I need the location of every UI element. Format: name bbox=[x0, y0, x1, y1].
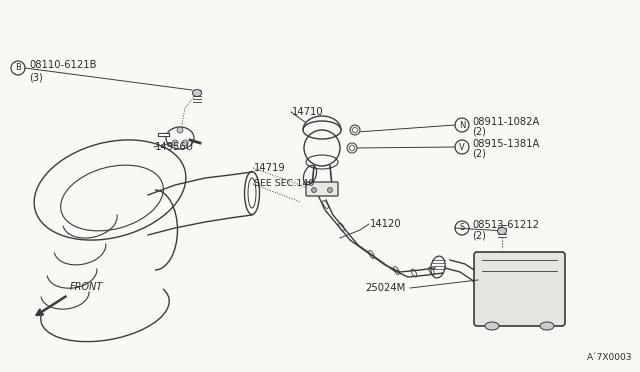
Text: (2): (2) bbox=[472, 127, 486, 137]
Ellipse shape bbox=[497, 228, 506, 234]
Ellipse shape bbox=[540, 322, 554, 330]
Text: (2): (2) bbox=[472, 230, 486, 240]
FancyBboxPatch shape bbox=[474, 252, 565, 326]
Text: S: S bbox=[460, 224, 465, 232]
Text: A´7X0003: A´7X0003 bbox=[586, 353, 632, 362]
Ellipse shape bbox=[193, 90, 202, 96]
Circle shape bbox=[350, 125, 360, 135]
Text: 08915-1381A: 08915-1381A bbox=[472, 139, 540, 149]
Text: 14120: 14120 bbox=[370, 219, 402, 229]
Circle shape bbox=[328, 187, 333, 192]
Text: 14719: 14719 bbox=[254, 163, 285, 173]
Text: 14956U: 14956U bbox=[155, 142, 194, 152]
Text: 08513-61212: 08513-61212 bbox=[472, 220, 539, 230]
Text: FRONT: FRONT bbox=[70, 282, 103, 292]
Text: 25024M: 25024M bbox=[365, 283, 405, 293]
Circle shape bbox=[177, 127, 183, 133]
Text: V: V bbox=[459, 142, 465, 151]
Circle shape bbox=[353, 128, 358, 132]
FancyBboxPatch shape bbox=[306, 182, 338, 196]
Circle shape bbox=[172, 140, 178, 146]
Circle shape bbox=[349, 145, 355, 151]
Text: (2): (2) bbox=[472, 149, 486, 159]
Text: 14710: 14710 bbox=[292, 107, 324, 117]
Circle shape bbox=[312, 187, 317, 192]
Text: SEE SEC.140: SEE SEC.140 bbox=[254, 180, 314, 189]
Text: 08110-6121B: 08110-6121B bbox=[29, 60, 97, 70]
Circle shape bbox=[347, 143, 357, 153]
Ellipse shape bbox=[485, 322, 499, 330]
Text: (3): (3) bbox=[29, 72, 43, 82]
Circle shape bbox=[182, 140, 188, 146]
Text: B: B bbox=[15, 64, 21, 73]
Text: N: N bbox=[459, 121, 465, 129]
Text: 08911-1082A: 08911-1082A bbox=[472, 117, 540, 127]
